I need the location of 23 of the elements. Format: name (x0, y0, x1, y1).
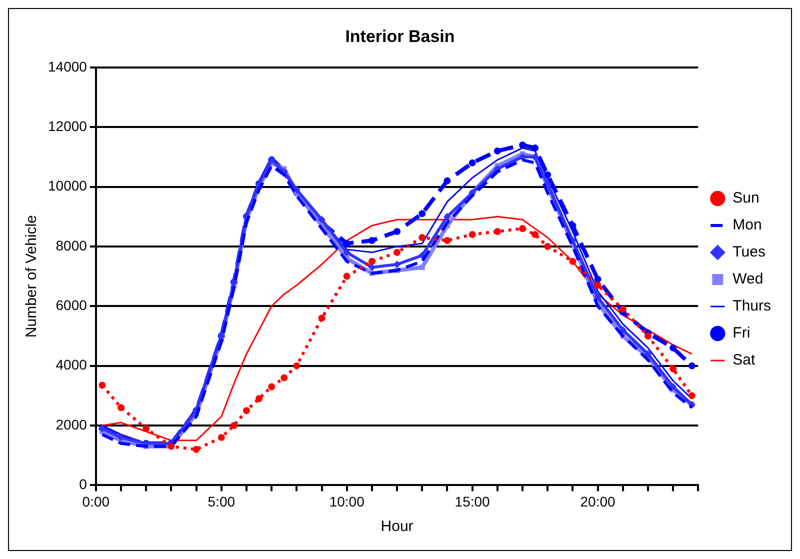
y-tick-label: 4000 (56, 356, 88, 373)
x-tick-label: 0:00 (82, 493, 110, 510)
x-axis-title: Hour (380, 518, 414, 536)
y-tick-label: 12000 (48, 118, 88, 134)
y-tick-label: 10000 (48, 178, 88, 194)
x-tick-label: 10:00 (329, 493, 365, 510)
y-tick-label: 6000 (56, 297, 88, 313)
legend-label: Fri (732, 324, 750, 342)
legend-label: Wed (732, 270, 764, 288)
legend-label: Mon (732, 216, 762, 234)
y-tick-label: 14000 (48, 58, 88, 74)
chart-title: Interior Basin (345, 26, 455, 46)
legend-label: Sat (732, 352, 756, 369)
y-tick-label: 2000 (56, 416, 88, 432)
legend-label: Sun (732, 190, 760, 207)
y-tick-label: 0 (79, 476, 88, 492)
x-tick-label: 15:00 (454, 493, 490, 510)
y-axis-title: Number of Vehicle (23, 215, 40, 338)
legend-label: Thurs (732, 298, 771, 315)
x-tick-label: 5:00 (208, 493, 236, 510)
y-tick-label: 8000 (56, 237, 88, 254)
x-tick-label: 20:00 (580, 493, 616, 510)
legend-label: Tues (732, 244, 766, 261)
